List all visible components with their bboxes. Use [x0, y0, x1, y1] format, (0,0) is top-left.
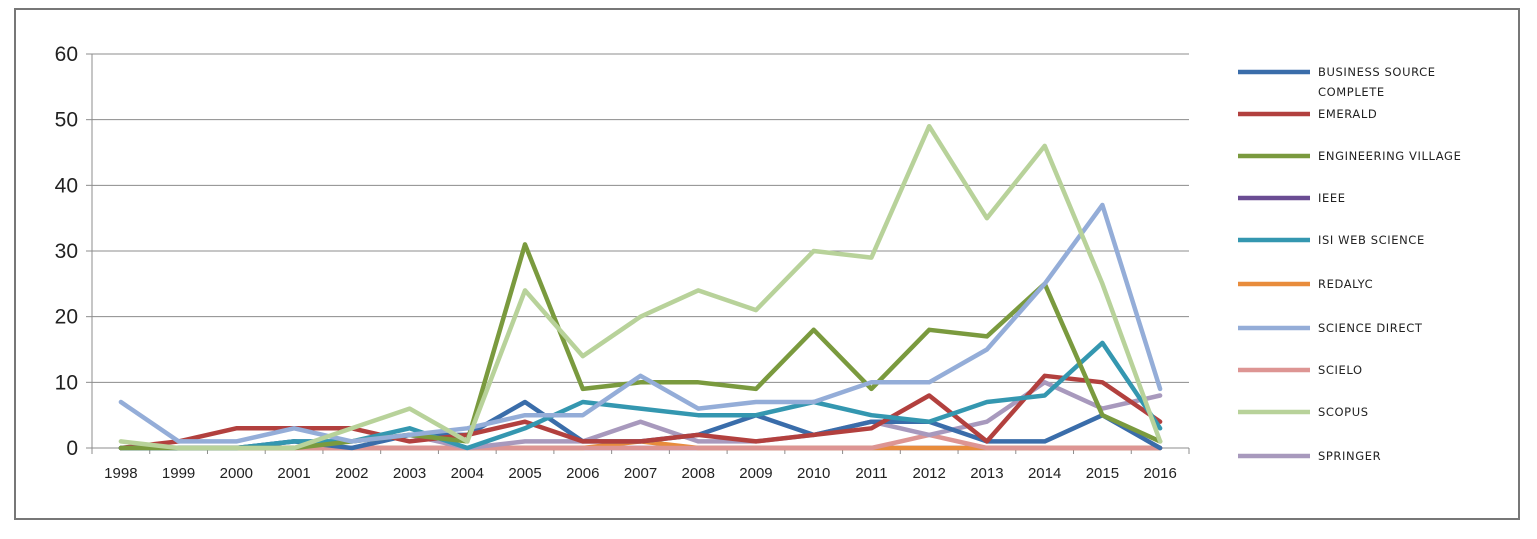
series-lines [118, 123, 1163, 451]
legend-label: REDALYC [1318, 277, 1373, 291]
y-tick-label: 20 [55, 306, 78, 329]
x-tick-label: 2010 [797, 465, 830, 482]
series-line-engineering-village [118, 242, 1163, 451]
legend-label: IEEE [1318, 191, 1346, 205]
x-tick-label: 2015 [1086, 465, 1119, 482]
x-tick-label: 2007 [624, 465, 657, 482]
y-tick-label: 50 [55, 109, 78, 132]
x-tick-label: 2001 [277, 465, 310, 482]
series-line-scopus [118, 123, 1163, 451]
legend-label: ENGINEERING VILLAGE [1318, 149, 1461, 163]
series-line-isi-web-science [118, 340, 1163, 451]
legend-label: SCIELO [1318, 363, 1363, 377]
series-line-science-direct [118, 202, 1163, 444]
legend-label: SPRINGER [1318, 449, 1381, 463]
y-tick-label: 0 [66, 437, 78, 460]
x-tick-label: 2013 [970, 465, 1003, 482]
legend-label: ISI WEB SCIENCE [1318, 233, 1425, 247]
legend-label: BUSINESS SOURCE COMPLETE [1318, 65, 1436, 99]
legend-label: EMERALD [1318, 107, 1377, 121]
x-tick-label: 2004 [451, 465, 484, 482]
x-tick-label: 2003 [393, 465, 426, 482]
x-tick-label: 1999 [162, 465, 195, 482]
y-tick-label: 60 [55, 43, 78, 66]
x-tick-label: 2000 [220, 465, 253, 482]
x-tick-label: 2005 [508, 465, 541, 482]
y-tick-label: 30 [55, 240, 78, 263]
series-line-springer [118, 380, 1163, 451]
gridlines [92, 53, 1189, 383]
legend-label: SCIENCE DIRECT [1318, 321, 1423, 335]
legend-label: SCOPUS [1318, 405, 1369, 419]
x-tick-label: 2011 [855, 465, 887, 482]
x-tick-labels: 1998 1999 2000 2001 2002 2003 2004 2005 2006 2007… [104, 465, 1177, 482]
y-tick-labels: 0 10 20 30 40 50 60 [55, 43, 78, 460]
line-chart: 0 10 20 30 40 50 60 1998 1999 2000 2001 2002 2003 20… [55, 43, 1461, 482]
chart-frame: 0 10 20 30 40 50 60 1998 1999 2000 2001 2002 2003 20… [14, 8, 1520, 520]
x-tick-label: 2006 [566, 465, 599, 482]
x-tick-label: 2014 [1028, 465, 1061, 482]
y-tick-label: 10 [55, 371, 78, 394]
y-tick-label: 40 [55, 174, 78, 197]
x-tick-label: 2012 [912, 465, 945, 482]
legend: BUSINESS SOURCE COMPLETE EMERALD ENGINEERIN… [1238, 65, 1461, 463]
x-tick-label: 1998 [104, 465, 137, 482]
x-tick-label: 2016 [1143, 465, 1176, 482]
x-tick-label: 2008 [682, 465, 715, 482]
x-tick-label: 2002 [335, 465, 368, 482]
x-tick-label: 2009 [739, 465, 772, 482]
